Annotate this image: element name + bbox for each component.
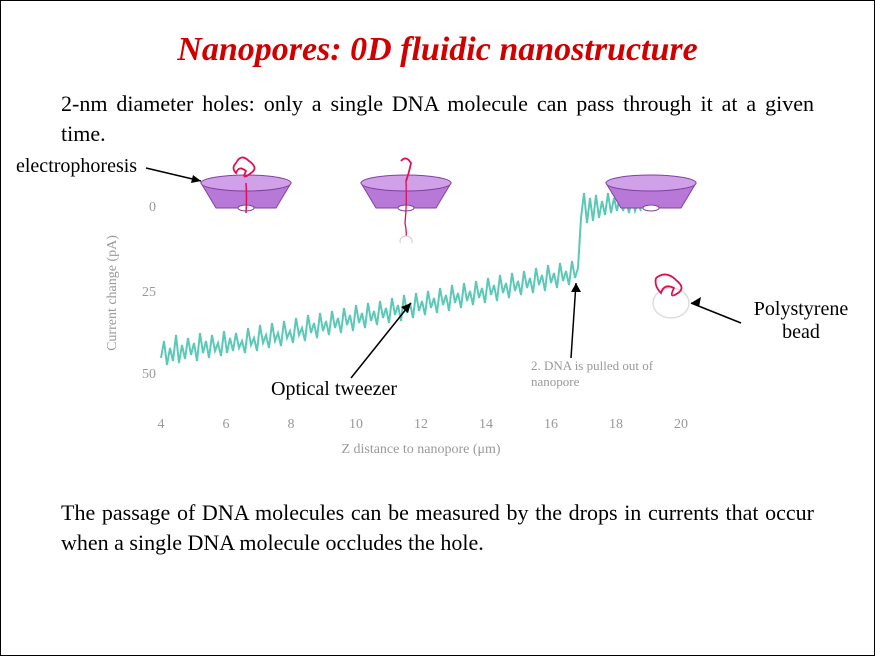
svg-text:8: 8 bbox=[288, 417, 295, 432]
svg-text:6: 6 bbox=[223, 417, 230, 432]
svg-text:12: 12 bbox=[414, 417, 428, 432]
svg-text:18: 18 bbox=[609, 417, 623, 432]
nanopore-diagram-2 bbox=[351, 153, 461, 243]
x-axis-title: Z distance to nanopore (μm) bbox=[341, 442, 500, 457]
svg-text:4: 4 bbox=[158, 417, 165, 432]
nanopore-diagram-3 bbox=[596, 153, 706, 223]
footer-text: The passage of DNA molecules can be meas… bbox=[61, 498, 814, 557]
figure-area: 0 25 50 4 6 8 10 12 14 16 18 20 Z distan… bbox=[41, 163, 834, 493]
nanopore-diagram-1 bbox=[191, 153, 301, 223]
svg-text:20: 20 bbox=[674, 417, 688, 432]
dna-pulled-label: 2. DNA is pulled out of nanopore bbox=[531, 358, 661, 389]
intro-text: 2-nm diameter holes: only a single DNA m… bbox=[61, 89, 814, 148]
svg-text:16: 16 bbox=[544, 417, 558, 432]
electrophoresis-label: electrophoresis bbox=[16, 155, 137, 178]
slide-title: Nanopores: 0D fluidic nanostructure bbox=[41, 31, 834, 69]
slide-container: Nanopores: 0D fluidic nanostructure 2-nm… bbox=[0, 0, 875, 656]
polystyrene-bead-icon bbox=[636, 268, 706, 323]
y-axis-title: Current change (pA) bbox=[105, 235, 120, 351]
svg-text:50: 50 bbox=[142, 367, 156, 382]
svg-text:0: 0 bbox=[149, 200, 156, 215]
svg-text:25: 25 bbox=[142, 285, 156, 300]
svg-text:14: 14 bbox=[479, 417, 493, 432]
svg-text:10: 10 bbox=[349, 417, 363, 432]
polystyrene-bead-label: Polystyrene bead bbox=[741, 298, 861, 344]
optical-tweezer-label: Optical tweezer bbox=[271, 378, 397, 401]
